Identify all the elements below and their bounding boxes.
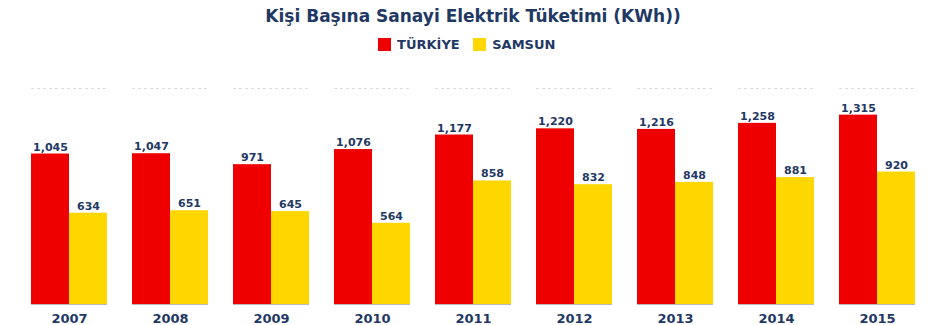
svg-text:1,076: 1,076 (336, 136, 371, 149)
svg-text:881: 881 (784, 164, 807, 177)
svg-text:2013: 2013 (657, 310, 693, 325)
svg-text:645: 645 (279, 198, 302, 211)
svg-text:634: 634 (77, 199, 100, 212)
svg-text:1,216: 1,216 (639, 115, 674, 128)
svg-text:2015: 2015 (859, 310, 895, 325)
svg-text:2008: 2008 (152, 310, 188, 325)
svg-text:1,258: 1,258 (740, 109, 775, 122)
svg-text:920: 920 (885, 158, 908, 171)
html-text:TÜRKİYE: TÜRKİYE (397, 37, 460, 52)
svg-text:2010: 2010 (354, 310, 390, 325)
svg-text:848: 848 (683, 168, 706, 181)
html-text:Kişi Başına Sanayi Elektrik Tü: Kişi Başına Sanayi Elektrik Tüketimi (KW… (265, 6, 681, 26)
svg-text:1,045: 1,045 (33, 140, 68, 153)
svg-text:2014: 2014 (758, 310, 794, 325)
svg-text:2007: 2007 (51, 310, 87, 325)
svg-text:2011: 2011 (455, 310, 491, 325)
svg-text:564: 564 (380, 209, 403, 222)
svg-text:971: 971 (241, 151, 264, 164)
html-text:SAMSUN: SAMSUN (492, 37, 556, 52)
svg-text:1,177: 1,177 (437, 121, 472, 134)
svg-text:1,047: 1,047 (134, 140, 169, 153)
svg-text:1,315: 1,315 (841, 101, 876, 114)
svg-text:2012: 2012 (556, 310, 592, 325)
svg-text:1,220: 1,220 (538, 115, 573, 128)
svg-text:2009: 2009 (253, 310, 289, 325)
svg-text:858: 858 (481, 167, 504, 180)
svg-text:651: 651 (178, 197, 201, 210)
svg-text:832: 832 (582, 171, 605, 184)
